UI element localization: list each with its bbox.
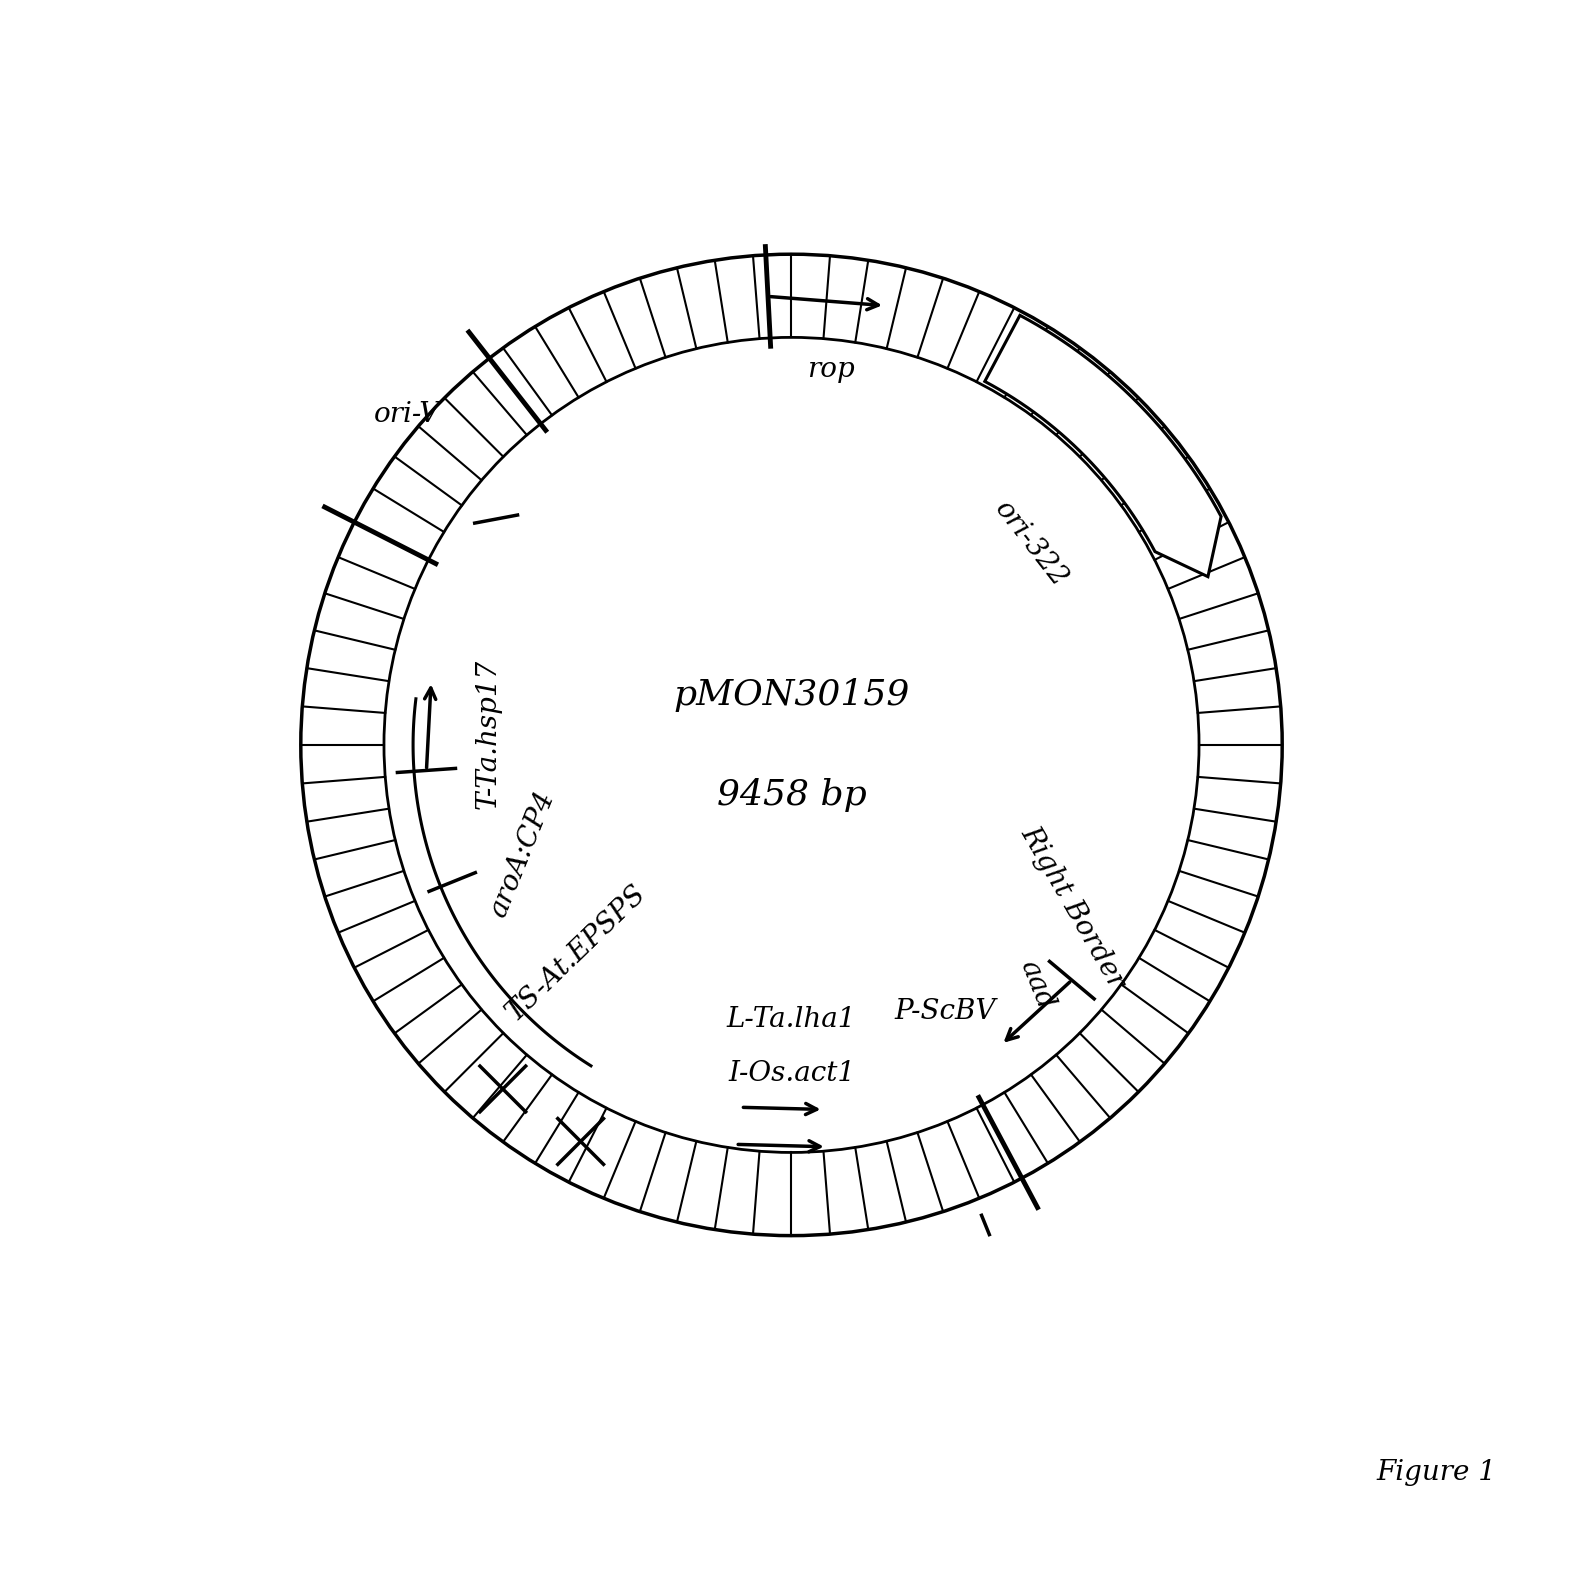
Text: ori-322: ori-322 xyxy=(989,497,1072,593)
Text: rop: rop xyxy=(807,355,855,382)
Text: pMON30159: pMON30159 xyxy=(673,678,910,713)
Text: aad: aad xyxy=(1015,956,1059,1013)
Text: ori-V: ori-V xyxy=(374,401,440,428)
Text: TS-At.EPSPS: TS-At.EPSPS xyxy=(500,879,651,1026)
Text: I-Os.act1: I-Os.act1 xyxy=(728,1060,855,1087)
Text: Right Border: Right Border xyxy=(1015,821,1130,993)
Polygon shape xyxy=(985,315,1220,577)
Text: aroA:CP4: aroA:CP4 xyxy=(484,786,559,920)
Text: L-Ta.lha1: L-Ta.lha1 xyxy=(727,1005,856,1033)
Text: T-Ta.hsp17: T-Ta.hsp17 xyxy=(475,659,502,810)
Text: 9458 bp: 9458 bp xyxy=(717,777,866,812)
Text: P-ScBV: P-ScBV xyxy=(894,997,996,1026)
Text: Figure 1: Figure 1 xyxy=(1376,1460,1496,1486)
